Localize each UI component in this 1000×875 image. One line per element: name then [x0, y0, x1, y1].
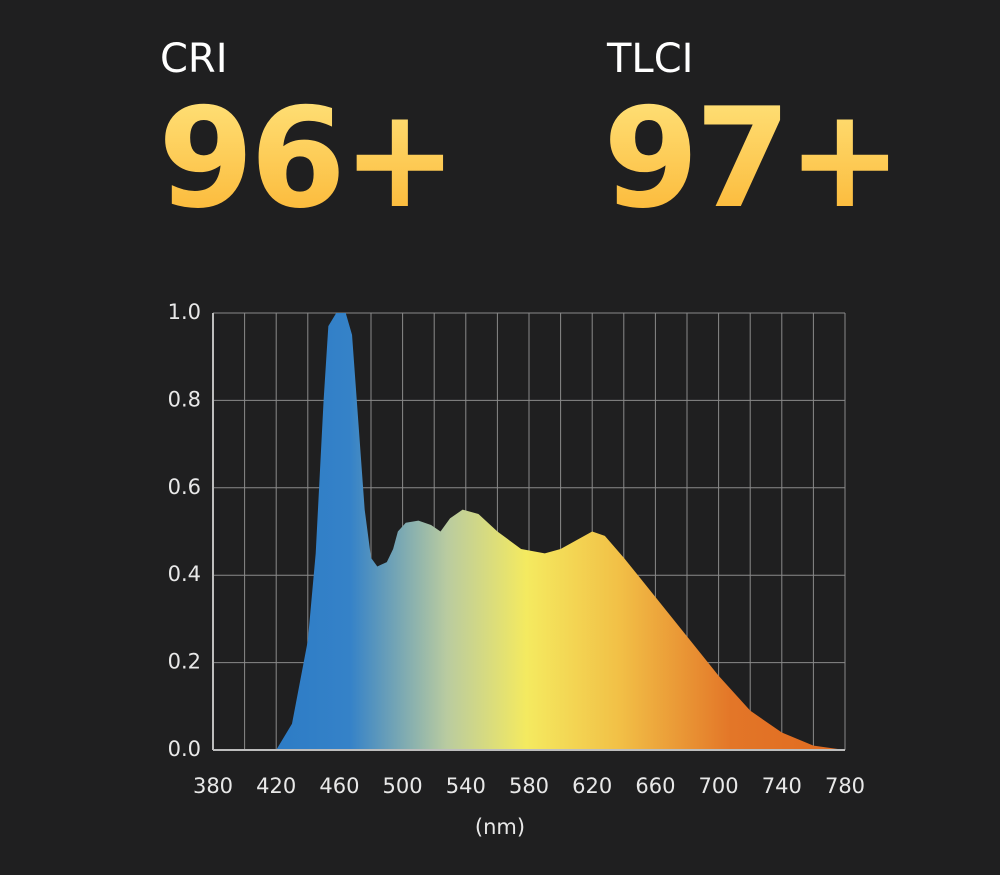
- y-tick-label: 0.0: [168, 737, 201, 761]
- x-tick-label: 460: [319, 774, 359, 798]
- y-tick-label: 0.8: [168, 387, 201, 411]
- metric-value: 97+: [603, 78, 903, 239]
- x-tick-label: 620: [572, 774, 612, 798]
- x-axis-label: (nm): [475, 815, 525, 839]
- metric-label: TLCI: [607, 36, 694, 82]
- x-tick-label: 740: [762, 774, 802, 798]
- x-tick-label: 780: [825, 774, 865, 798]
- y-tick-label: 0.4: [168, 562, 201, 586]
- spectrum-area: [276, 313, 845, 750]
- x-tick-label: 500: [383, 774, 423, 798]
- y-tick-label: 0.6: [168, 475, 201, 499]
- y-tick-label: 1.0: [168, 300, 201, 324]
- x-tick-label: 700: [699, 774, 739, 798]
- x-tick-label: 660: [635, 774, 675, 798]
- y-tick-label: 0.2: [168, 650, 201, 674]
- x-tick-label: 540: [446, 774, 486, 798]
- x-tick-label: 580: [509, 774, 549, 798]
- metric-label: CRI: [160, 36, 228, 82]
- x-tick-label: 380: [193, 774, 233, 798]
- metric-value: 96+: [158, 78, 458, 239]
- x-tick-label: 420: [256, 774, 296, 798]
